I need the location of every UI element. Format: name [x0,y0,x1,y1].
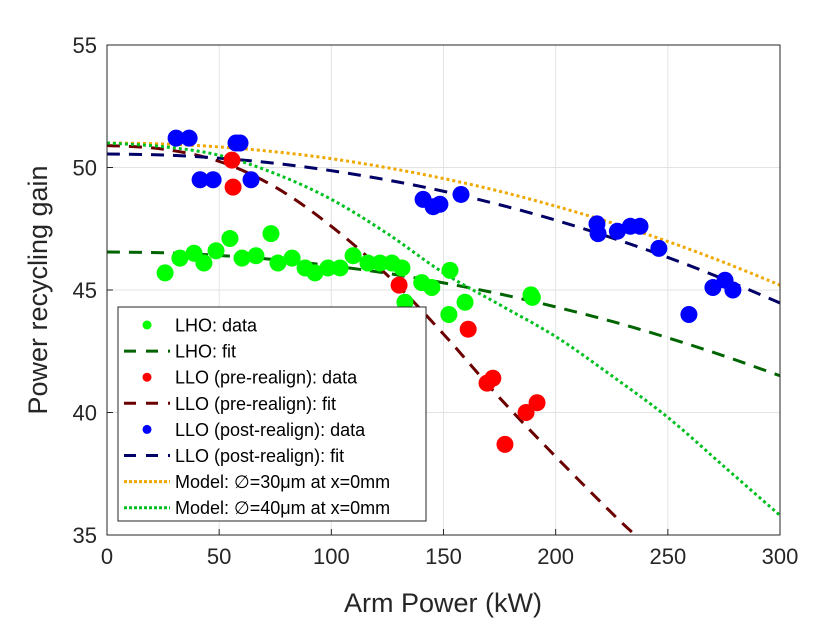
data-point-llo-pre-realign-data [484,369,502,387]
data-point-llo-post-realign-data [680,306,698,323]
data-point-llo-pre-realign-data [459,320,477,338]
data-point-llo-post-realign-data [589,225,607,243]
data-point-llo-post-realign-data [650,239,668,257]
data-point-llo-post-realign-data [608,222,626,240]
data-point-lho-data [319,259,337,277]
data-point-lho-data [371,254,389,272]
data-point-lho-data [441,261,459,279]
x-tick-label: 250 [649,544,686,569]
data-point-lho-data [233,249,251,267]
series-line-model-30-m-at-x-0mm [106,141,781,287]
data-point-llo-post-realign-data [452,185,470,203]
x-tick-label: 300 [762,544,799,569]
y-axis-label: Power recycling gain [23,165,53,414]
data-point-lho-data [207,242,225,260]
legend-label: LLO (pre-realign): fit [175,394,336,414]
series-line-model-40-m-at-x-0mm [106,141,781,517]
data-point-lho-data [156,264,174,282]
legend-label: Model: ∅=30μm at x=0mm [175,472,390,492]
data-point-lho-data [171,249,189,267]
x-tick-label: 100 [313,544,350,569]
data-point-lho-data [283,249,301,267]
legend: LHO: data LHO: fit LLO (pre-realign): data… [117,306,427,522]
data-point-llo-post-realign-data [242,171,260,189]
legend-label: Model: ∅=40μm at x=0mm [175,498,390,518]
data-point-lho-data [331,259,349,277]
legend-marker-llo-post-realign-data [142,424,152,434]
data-point-lho-data [440,306,458,323]
data-point-llo-post-realign-data [191,171,209,189]
data-point-llo-pre-realign-data [224,178,242,196]
legend-label: LHO: fit [175,342,236,362]
data-point-lho-data [221,230,239,248]
legend-label: LLO (post-realign): data [175,420,366,440]
data-point-llo-post-realign-data [431,195,449,213]
legend-label: LLO (post-realign): fit [175,446,344,466]
data-point-llo-post-realign-data [180,129,198,147]
data-point-lho-data [523,288,541,306]
data-point-lho-data [306,264,324,282]
data-point-llo-pre-realign-data [223,151,241,169]
legend-marker-llo-pre-realign-data [142,372,152,382]
x-tick-label: 150 [425,544,462,569]
data-point-llo-pre-realign-data [517,404,535,421]
data-point-lho-data [195,254,213,272]
series-layer [106,129,781,537]
legend-label: LLO (pre-realign): data [175,368,358,388]
y-tick-label: 50 [73,156,97,181]
data-point-llo-pre-realign-data [390,276,408,294]
ticks: 0 50 100 150 200 250 300 35 40 45 50 55 [73,33,799,569]
data-point-lho-data [359,254,377,272]
data-point-lho-data [344,247,362,265]
data-point-llo-post-realign-data [204,171,222,189]
data-point-lho-data [262,225,280,243]
data-point-llo-pre-realign-data [496,435,514,453]
x-tick-label: 200 [537,544,574,569]
legend-label: LHO: data [175,316,258,336]
data-point-llo-post-realign-data [724,281,742,299]
data-point-llo-post-realign-data [167,129,185,147]
data-point-lho-data [456,293,474,311]
y-tick-label: 45 [73,278,97,303]
data-point-llo-post-realign-data [631,217,649,235]
x-tick-label: 0 [101,544,113,569]
data-point-llo-pre-realign-data [528,394,546,412]
x-tick-label: 50 [207,544,231,569]
series-line-llo-post-realign-fit [106,152,781,305]
data-point-lho-data [393,259,411,277]
data-point-lho-data [269,254,287,272]
y-tick-label: 55 [73,33,97,58]
x-axis-label: Arm Power (kW) [344,588,542,618]
legend-box [117,306,427,522]
data-point-lho-data [247,247,265,265]
data-point-lho-data [423,279,441,297]
legend-marker-lho-data [142,320,152,330]
y-tick-label: 40 [73,401,97,426]
data-point-llo-post-realign-data [231,134,249,152]
y-tick-label: 35 [73,523,97,548]
